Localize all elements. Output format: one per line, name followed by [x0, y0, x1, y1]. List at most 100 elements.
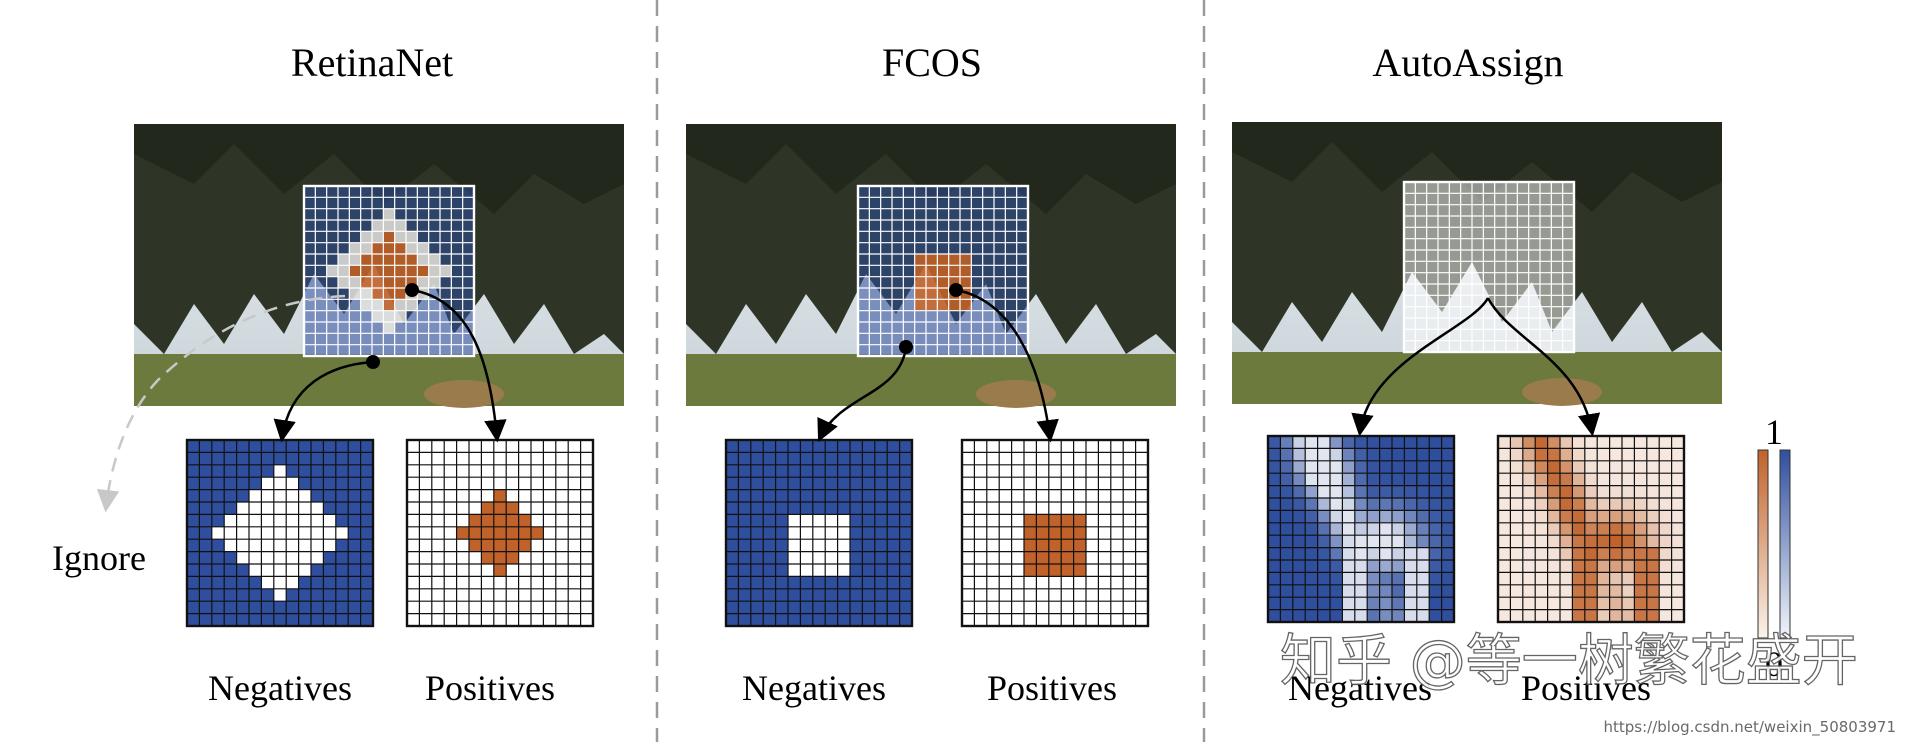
positive-cell: [1646, 522, 1660, 536]
negative-cell: [812, 613, 826, 627]
negative-cell: [323, 464, 337, 478]
overlay-cell: [914, 276, 927, 289]
overlay-cell: [394, 186, 407, 198]
negative-cell: [187, 502, 200, 515]
negative-cell: [311, 514, 324, 528]
positive-cell: [444, 551, 457, 565]
negative-cell: [788, 564, 801, 577]
negative-cell: [726, 489, 739, 503]
overlay-cell: [372, 299, 384, 311]
positive-cell: [580, 526, 594, 540]
negative-cell: [726, 440, 739, 453]
overlay-cell: [1005, 254, 1017, 266]
negative-cell: [812, 576, 826, 590]
overlay-cell: [383, 310, 395, 323]
positive-cell: [1609, 436, 1623, 449]
positive-cell: [1522, 498, 1536, 511]
negative-cell: [1330, 485, 1343, 499]
positive-cell: [518, 477, 532, 490]
negative-cell: [887, 588, 900, 602]
positive-cell: [1609, 460, 1623, 474]
positive-cell: [1572, 510, 1586, 524]
positive-cell: [986, 613, 1000, 627]
overlay-cell: [914, 310, 927, 323]
negative-cell: [862, 564, 876, 577]
overlay-cell: [394, 333, 407, 345]
negative-cell: [788, 576, 801, 590]
positive-cell: [481, 588, 495, 602]
overlay-cell: [960, 265, 972, 277]
overlay-cell: [349, 310, 361, 323]
overlay-cell: [982, 288, 995, 300]
positive-cell: [469, 564, 482, 577]
positive-cell: [1597, 522, 1610, 536]
positive-cell: [419, 502, 433, 515]
overlay-cell: [326, 231, 339, 243]
positive-cell: [1086, 440, 1099, 453]
overlay-cell: [869, 242, 881, 255]
negative-cell: [323, 564, 337, 577]
negative-cell: [788, 613, 801, 627]
positive-cell: [1522, 584, 1536, 598]
negative-cell: [261, 539, 275, 552]
negative-cell: [1379, 510, 1393, 524]
positive-cell: [1510, 572, 1524, 586]
overlay-cell: [960, 220, 972, 232]
negative-cell: [738, 588, 752, 602]
negative-cell: [311, 613, 324, 627]
overlay-cell: [1449, 329, 1461, 341]
overlay-cell: [462, 276, 475, 289]
positive-cell: [1622, 498, 1635, 511]
negative-cell: [775, 564, 789, 577]
negative-cell: [850, 613, 863, 627]
negative-cell: [236, 464, 250, 478]
overlay-cell: [892, 231, 904, 243]
positive-cell: [974, 526, 988, 540]
overlay-cell: [937, 310, 949, 323]
negative-cell: [335, 576, 349, 590]
negative-cell: [261, 576, 275, 590]
overlay-cell: [1449, 227, 1461, 239]
positive-cell: [1535, 572, 1548, 586]
positive-cell: [456, 464, 470, 478]
overlay-cell: [994, 254, 1006, 266]
overlay-cell: [372, 220, 384, 232]
negative-cell: [825, 440, 838, 453]
positive-cell: [1011, 489, 1025, 503]
positive-cell: [444, 526, 457, 540]
overlay-cell: [869, 310, 881, 323]
positive-cell: [1572, 436, 1586, 449]
positive-cell: [444, 514, 457, 528]
positive-cell: [407, 464, 420, 478]
negative-cell: [199, 613, 213, 627]
negative-cell: [311, 489, 324, 503]
positive-cell: [1646, 448, 1660, 462]
positive-cell: [531, 613, 544, 627]
overlay-cell: [903, 265, 915, 277]
positive-cell: [1671, 535, 1685, 548]
negatives-map: [724, 438, 914, 628]
negative-cell: [273, 452, 287, 466]
positive-cell: [1086, 588, 1099, 602]
positive-cell: [1061, 464, 1074, 478]
negative-cell: [1429, 473, 1442, 486]
object-grid-overlay: [856, 184, 1030, 358]
negative-cell: [311, 452, 324, 466]
overlay-cell: [892, 288, 904, 300]
overlay-cell: [360, 242, 373, 255]
positive-cell: [456, 440, 470, 453]
negative-cell: [887, 477, 900, 490]
positive-cell: [518, 613, 532, 627]
negative-cell: [812, 452, 826, 466]
negative-cell: [850, 601, 863, 614]
positive-cell: [1634, 498, 1648, 511]
positive-cell: [531, 440, 544, 453]
overlay-cell: [428, 310, 441, 323]
negative-cell: [211, 576, 225, 590]
overlay-cell: [462, 220, 475, 232]
positive-cell: [1123, 576, 1136, 590]
negative-cell: [286, 539, 299, 552]
negative-cell: [874, 564, 888, 577]
positive-cell: [1048, 613, 1062, 627]
arrow-to-negatives: [817, 346, 908, 443]
